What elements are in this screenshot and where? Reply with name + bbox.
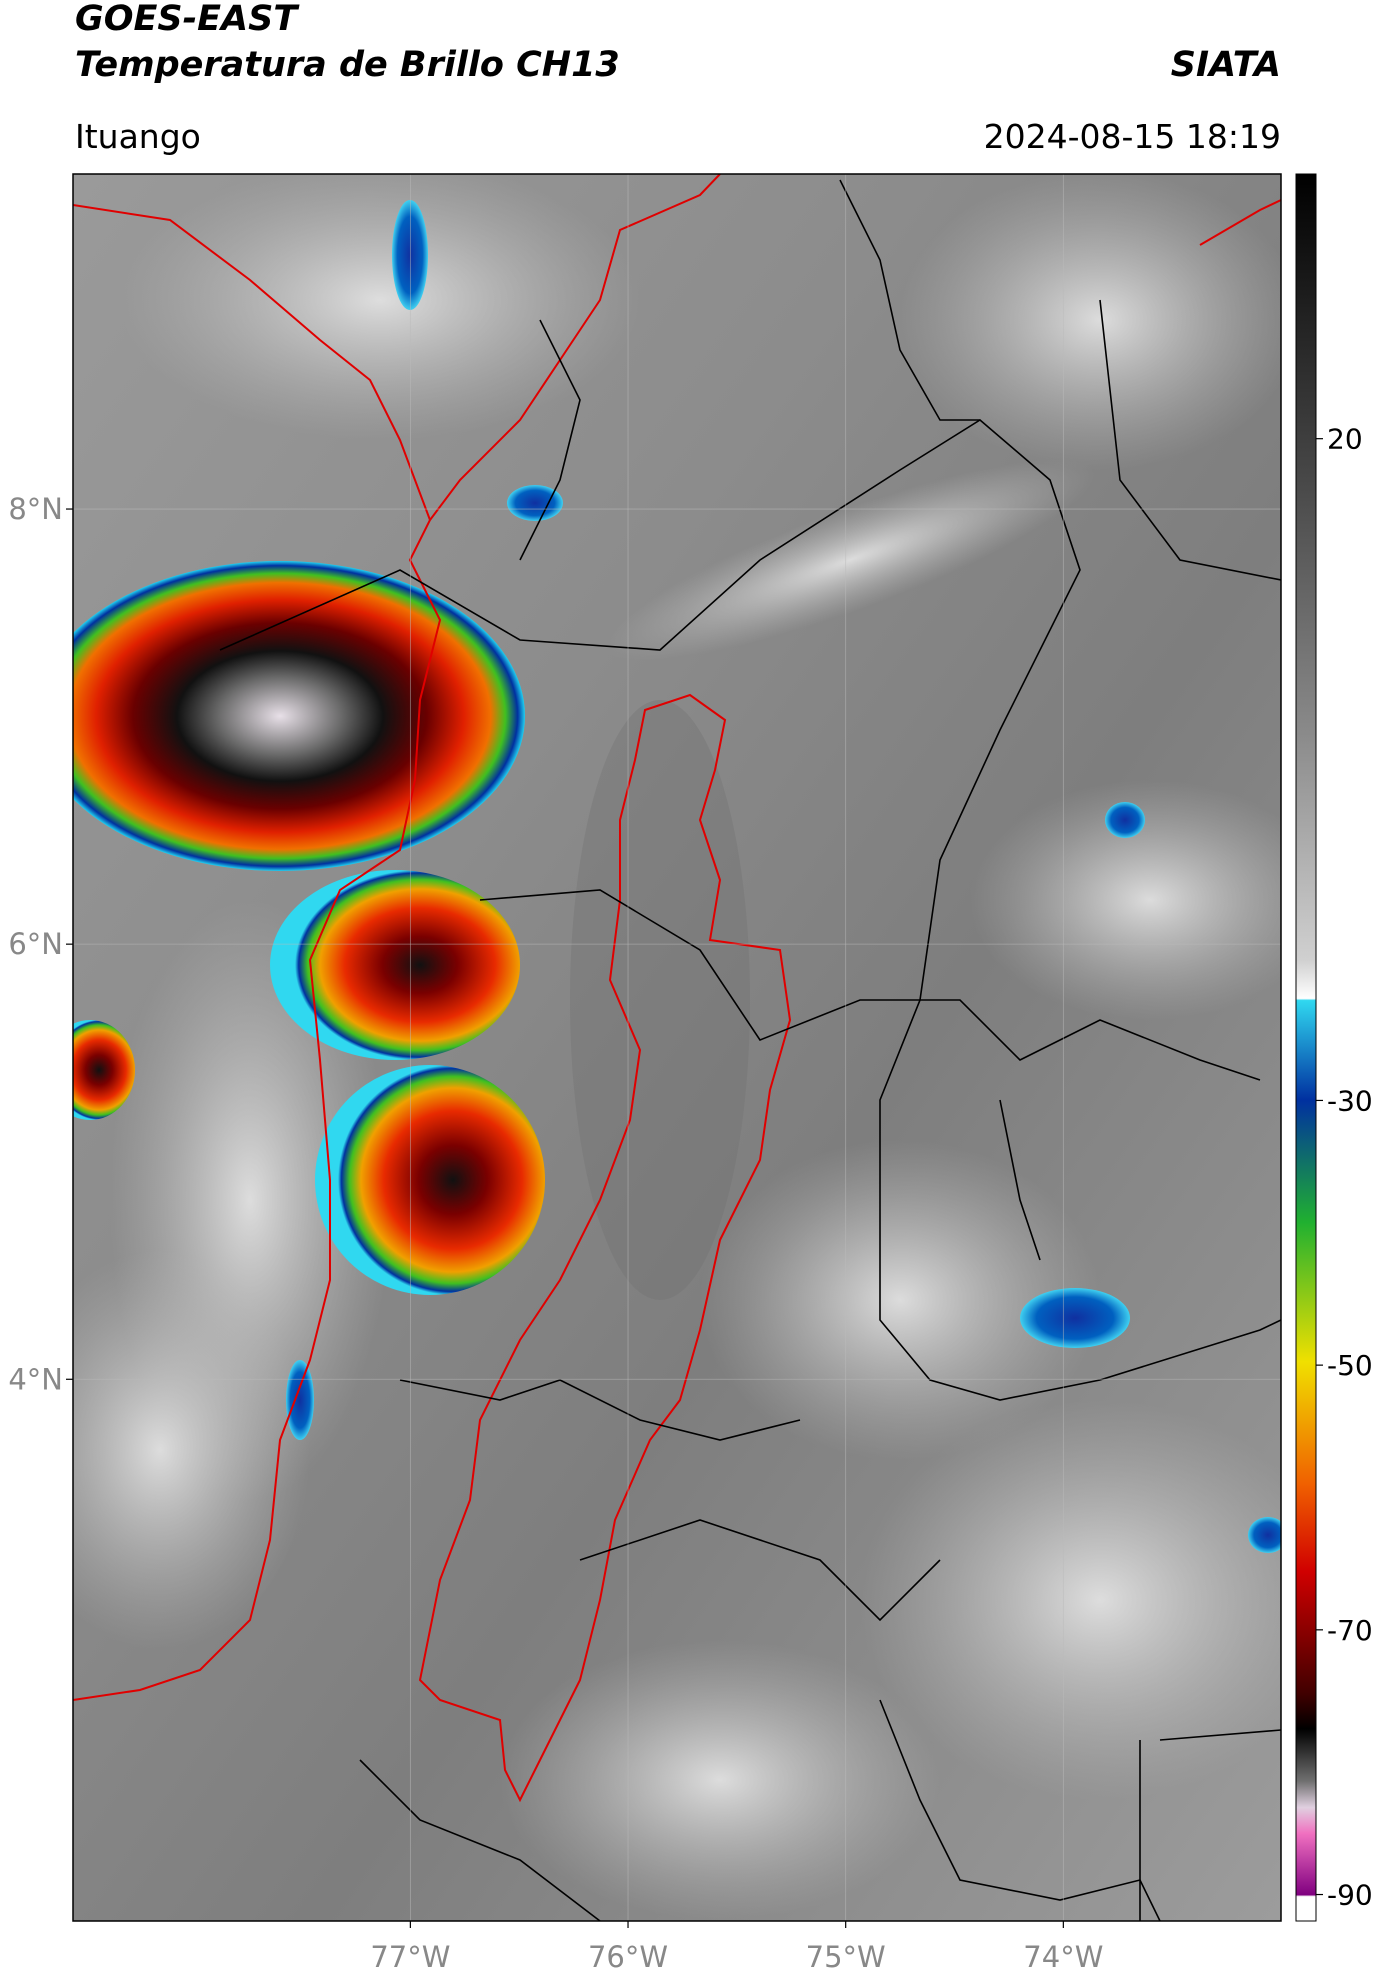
grid xyxy=(73,174,1281,1921)
colorbar-tick-label: -70 xyxy=(1327,1614,1373,1647)
colorbar-tick-label: 20 xyxy=(1327,423,1363,456)
subtitle: Temperatura de Brillo CH13 xyxy=(75,45,620,85)
datetime: 2024-08-15 18:19 xyxy=(984,117,1281,156)
x-tick-label: 74°W xyxy=(1023,1940,1103,1974)
x-tick-label: 75°W xyxy=(806,1940,886,1974)
y-tick-label: 4°N xyxy=(8,1362,63,1396)
colorbar-tick-label: -90 xyxy=(1327,1879,1373,1912)
satellite-image xyxy=(73,174,1281,1921)
y-tick-label: 8°N xyxy=(8,492,63,526)
title: GOES-EAST xyxy=(75,0,300,39)
x-tick-label: 76°W xyxy=(588,1940,668,1974)
source: SIATA xyxy=(1171,45,1281,85)
colorbar-tick-label: -50 xyxy=(1327,1349,1373,1382)
x-tick-label: 77°W xyxy=(370,1940,450,1974)
location: Ituango xyxy=(75,117,201,156)
colorbar-tick-label: -30 xyxy=(1327,1084,1373,1117)
y-tick-label: 6°N xyxy=(8,927,63,961)
plot-frame xyxy=(72,173,1282,1922)
colorbar xyxy=(1295,173,1317,1922)
